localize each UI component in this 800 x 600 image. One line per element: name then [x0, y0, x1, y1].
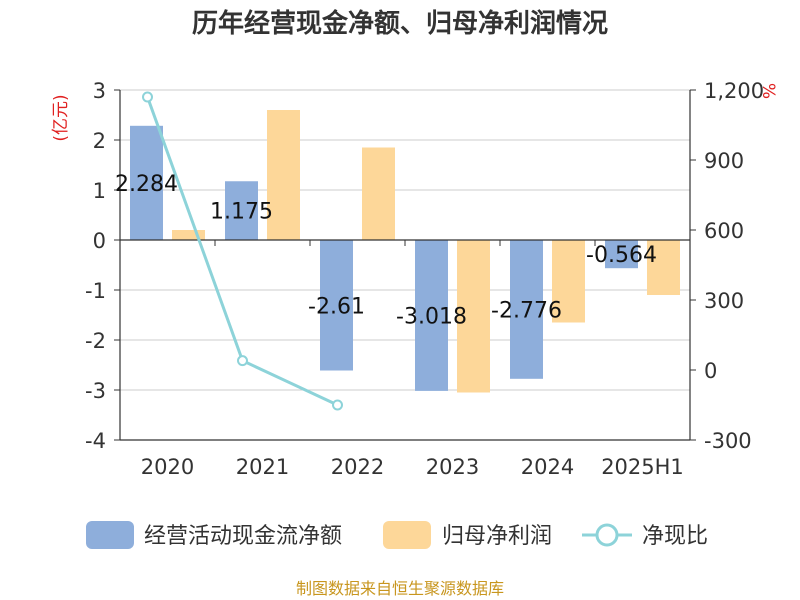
right-tick-label: -300 — [704, 429, 752, 453]
left-tick-label: -1 — [85, 279, 106, 303]
bar-cashflow — [510, 240, 543, 379]
x-tick-label: 2020 — [141, 455, 194, 479]
bar-net-profit — [362, 147, 395, 240]
legend-label-net-profit: 归母净利润 — [442, 524, 552, 549]
chart-title: 历年经营现金净额、归母净利润情况 — [192, 8, 608, 39]
cashflow-data-label: -2.61 — [308, 294, 365, 319]
left-tick-label: -2 — [85, 329, 106, 353]
bar-cashflow — [415, 240, 448, 391]
left-tick-label: 3 — [93, 79, 106, 103]
left-tick-label: 2 — [93, 129, 106, 153]
right-tick-label: 600 — [704, 219, 744, 243]
legend-swatch-net-profit — [383, 521, 431, 549]
right-tick-label: 300 — [704, 289, 744, 313]
legend: 经营活动现金流净额 归母净利润 净现比 — [86, 521, 708, 549]
cashflow-data-label: -2.776 — [491, 298, 562, 323]
ratio-point — [237, 355, 248, 367]
cashflow-data-label: 2.284 — [115, 172, 178, 197]
ratio-line — [142, 91, 343, 411]
left-tick-label: 1 — [93, 179, 106, 203]
bar-cashflow — [320, 240, 353, 371]
ratio-point — [142, 91, 153, 103]
bar-net-profit — [647, 240, 680, 295]
bar-net-profit — [267, 110, 300, 240]
bar-net-profit — [172, 230, 205, 240]
cashflow-data-label: 1.175 — [210, 200, 273, 225]
legend-swatch-cashflow — [86, 521, 134, 549]
bar-net-profit — [552, 240, 585, 323]
left-tick-label: -3 — [85, 379, 106, 403]
legend-label-cashflow: 经营活动现金流净额 — [144, 524, 342, 549]
right-tick-label: 0 — [704, 359, 717, 383]
cashflow-data-label: -3.018 — [396, 304, 467, 329]
x-tick-label: 2023 — [426, 455, 479, 479]
bar-net-profit — [457, 240, 490, 393]
legend-marker-ratio — [595, 523, 619, 547]
left-axis-unit: (亿元) — [51, 94, 71, 141]
bar-cashflow — [225, 181, 258, 240]
legend-label-ratio: 净现比 — [642, 524, 708, 549]
right-axis-unit: % — [758, 83, 778, 99]
left-tick-label: -4 — [85, 429, 106, 453]
x-tick-label: 2022 — [331, 455, 384, 479]
x-tick-label: 2024 — [521, 455, 574, 479]
axes: 3 2 1 0 -1 -2 -3 -4 1,200 900 600 300 0 -300 2020 2021 2… — [85, 79, 764, 479]
source-note: 制图数据来自恒生聚源数据库 — [296, 579, 504, 598]
bar-cashflow — [130, 125, 163, 240]
left-tick-label: 0 — [93, 229, 106, 253]
ratio-point — [332, 399, 343, 411]
cashflow-data-label: -0.564 — [586, 243, 657, 268]
right-tick-label: 900 — [704, 149, 744, 173]
bars — [130, 110, 680, 393]
right-tick-label: 1,200 — [704, 79, 764, 103]
bar-cashflow — [605, 240, 638, 269]
data-labels: 2.284 1.175 -2.61 -3.018 -2.776 -0.564 — [115, 172, 657, 330]
x-tick-label: 2025H1 — [601, 455, 684, 479]
x-tick-label: 2021 — [236, 455, 289, 479]
